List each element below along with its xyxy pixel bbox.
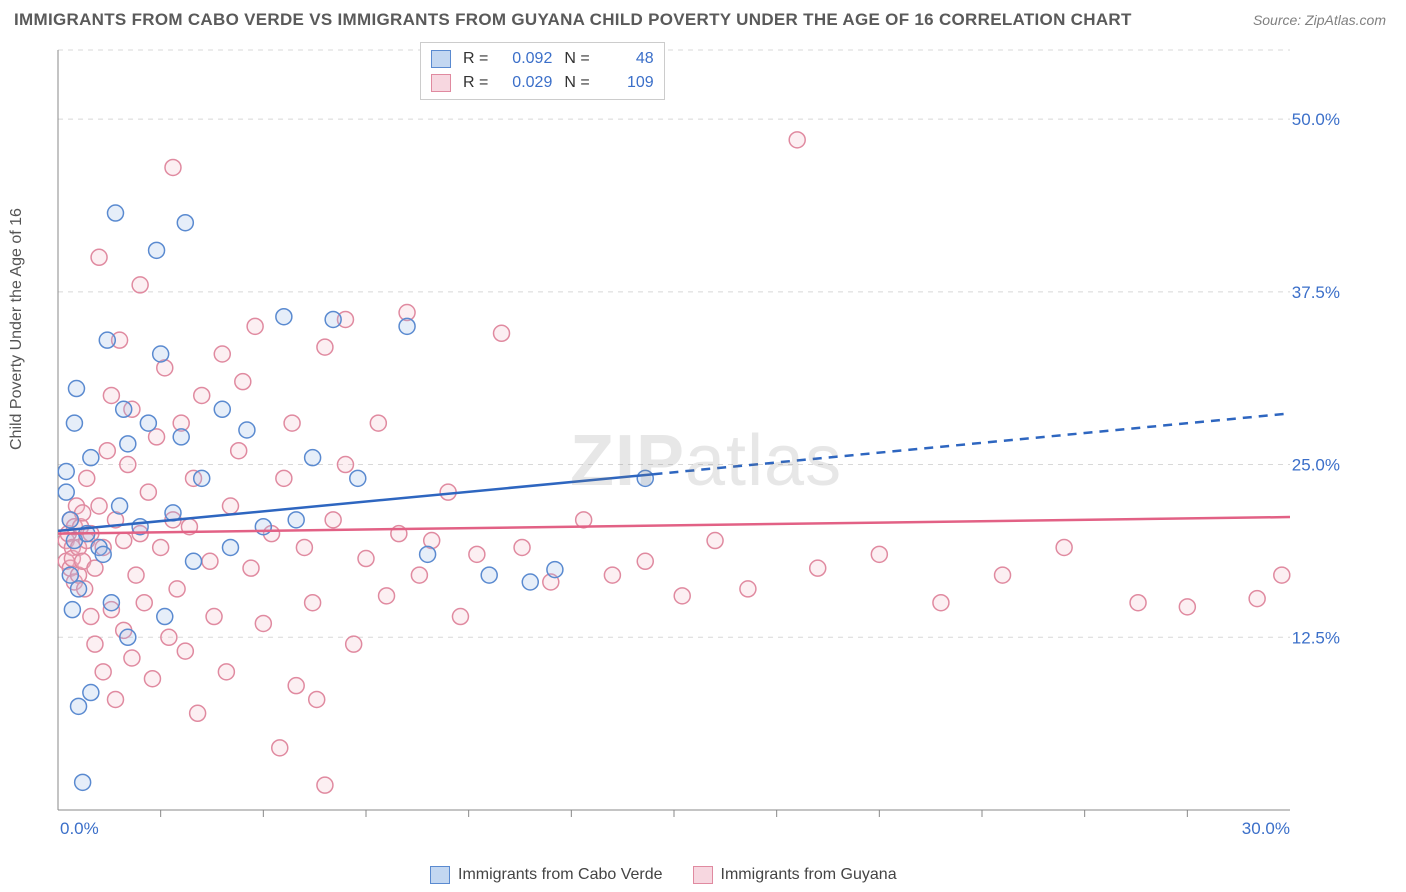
source-attribution: Source: ZipAtlas.com bbox=[1253, 12, 1386, 28]
n-value: 48 bbox=[598, 50, 654, 68]
legend-swatch-cabo-verde bbox=[430, 866, 450, 884]
plot-svg: 12.5% 25.0% 37.5% 50.0% 0.0% 30.0% bbox=[50, 40, 1350, 840]
legend-row: R = 0.029 N = 109 bbox=[431, 71, 654, 95]
legend-row: R = 0.092 N = 48 bbox=[431, 47, 654, 71]
svg-text:37.5%: 37.5% bbox=[1292, 283, 1340, 302]
r-label: R = bbox=[463, 50, 488, 68]
legend-swatch-guyana bbox=[431, 74, 451, 92]
legend-swatch-guyana bbox=[693, 866, 713, 884]
series-legend: Immigrants from Cabo Verde Immigrants fr… bbox=[430, 866, 897, 884]
svg-text:0.0%: 0.0% bbox=[60, 819, 99, 838]
chart-title: IMMIGRANTS FROM CABO VERDE VS IMMIGRANTS… bbox=[14, 10, 1132, 30]
legend-swatch-cabo-verde bbox=[431, 50, 451, 68]
svg-text:50.0%: 50.0% bbox=[1292, 110, 1340, 129]
svg-text:25.0%: 25.0% bbox=[1292, 456, 1340, 475]
legend-label: Immigrants from Cabo Verde bbox=[458, 866, 663, 884]
svg-text:30.0%: 30.0% bbox=[1242, 819, 1290, 838]
y-axis-label: Child Poverty Under the Age of 16 bbox=[8, 208, 26, 450]
correlation-legend: R = 0.092 N = 48 R = 0.029 N = 109 bbox=[420, 42, 665, 100]
r-label: R = bbox=[463, 74, 488, 92]
scatter-plot: 12.5% 25.0% 37.5% 50.0% 0.0% 30.0% bbox=[50, 40, 1350, 840]
n-value: 109 bbox=[598, 74, 654, 92]
r-value: 0.029 bbox=[496, 74, 552, 92]
svg-text:12.5%: 12.5% bbox=[1292, 628, 1340, 647]
n-label: N = bbox=[564, 50, 589, 68]
legend-label: Immigrants from Guyana bbox=[721, 866, 897, 884]
r-value: 0.092 bbox=[496, 50, 552, 68]
legend-item: Immigrants from Cabo Verde bbox=[430, 866, 663, 884]
legend-item: Immigrants from Guyana bbox=[693, 866, 897, 884]
n-label: N = bbox=[564, 74, 589, 92]
